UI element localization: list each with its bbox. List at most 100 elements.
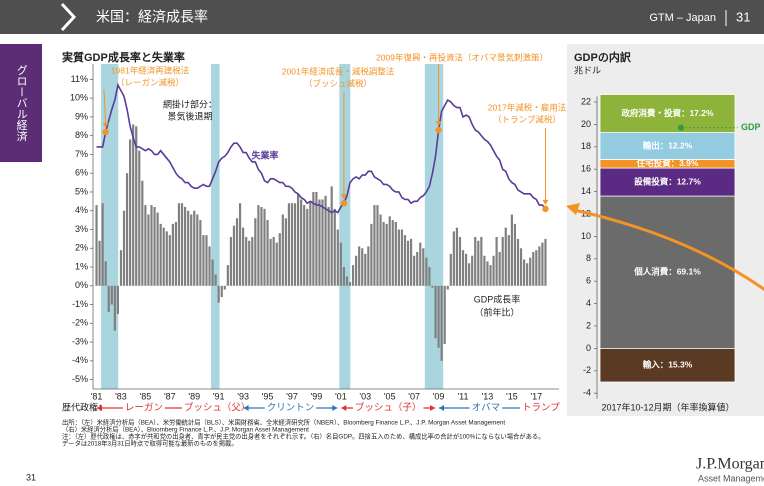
gdp-bar	[495, 237, 498, 286]
gdp-bar	[498, 252, 501, 286]
component-label: 輸入：15.3%	[643, 359, 693, 369]
x-tick-label: '13	[482, 391, 494, 401]
recession-note: 景気後退期	[167, 110, 212, 121]
component-label: 輸出：12.2%	[643, 140, 693, 150]
annotation-text: 1981年経済再建税法	[111, 65, 189, 75]
gdp-bar	[348, 282, 352, 286]
y-tick-label: 4	[586, 298, 591, 308]
gdp-bar	[526, 263, 529, 286]
header-brand: GTM – Japan	[649, 12, 716, 24]
annotation-text: 2017年減税・雇用法	[488, 102, 566, 112]
y-tick-label: 18	[581, 141, 591, 151]
gdp-bar	[382, 221, 385, 286]
gdp-bar	[257, 205, 260, 286]
x-tick-label: '93	[237, 391, 249, 401]
header-page: 31	[736, 9, 750, 24]
gdp-bar	[416, 252, 419, 286]
gdp-bar	[458, 237, 462, 286]
gdp-bar	[202, 235, 205, 286]
gdp-bar	[452, 231, 455, 286]
gdp-component	[599, 132, 736, 160]
x-tick-label: '17	[530, 391, 542, 401]
gdp-bar	[104, 261, 107, 286]
y-tick-label: -3%	[72, 336, 88, 346]
y-tick-label: -2	[583, 365, 591, 375]
gdp-bar	[376, 205, 379, 286]
y-tick-label: 14	[581, 186, 591, 196]
gdp-bar	[358, 246, 361, 286]
gdp-bar	[293, 203, 297, 286]
gdp-bar	[162, 227, 165, 286]
gdp-bar	[385, 223, 388, 286]
gdp-bar	[464, 253, 468, 286]
gdp-marker	[678, 124, 684, 131]
gdp-bar	[519, 248, 523, 286]
footnote: データは2018年3月31日時点で取得可能な最新のものを掲載。	[62, 439, 238, 448]
gdp-bar	[507, 235, 510, 286]
gdp-component	[599, 347, 736, 383]
header-bar	[0, 0, 764, 34]
administration-name: トランプ	[522, 403, 560, 414]
gdp-bar	[171, 223, 174, 286]
y-tick-label: 8	[586, 253, 591, 263]
x-tick-label: '87	[164, 391, 176, 401]
x-axis-label: 2017年10-12月期（年率換算値）	[601, 401, 734, 412]
footnote: （右）米経済分析局（BEA）、Bloomberg Finance L.P.、J.…	[62, 425, 309, 434]
gdp-bar	[275, 242, 278, 286]
x-tick-label: '99	[311, 391, 323, 401]
gdp-bar	[397, 229, 400, 286]
gdp-bar	[471, 255, 474, 286]
gdp-bar	[434, 285, 437, 339]
gdp-bar	[235, 218, 239, 286]
side-tab-label: グローバル経済	[15, 64, 28, 141]
administration-label-bg	[520, 402, 563, 414]
x-tick-label: '09	[433, 391, 445, 401]
unemployment-line	[96, 82, 547, 214]
y-tick-label: -1%	[72, 299, 88, 309]
y-tick-label: -5%	[72, 374, 88, 384]
gdp-bar	[150, 205, 153, 286]
y-tick-label: 7%	[75, 149, 88, 159]
gdp-bar	[529, 257, 532, 286]
y-tick-label: 4%	[75, 205, 88, 215]
gdp-bar	[165, 231, 168, 286]
gdp-component	[599, 94, 736, 133]
annotation-dot	[435, 126, 442, 134]
series-label: 失業率	[251, 149, 278, 160]
gdp-bar	[187, 210, 190, 286]
x-tick-label: '07	[408, 391, 420, 401]
gdp-bar	[403, 235, 407, 286]
annotation-arrowhead	[542, 199, 549, 205]
administrations-label: 歴代政権：	[62, 401, 107, 412]
gdp-bar	[367, 246, 370, 286]
y-tick-label: 10%	[70, 93, 88, 103]
gdp-bar	[513, 223, 517, 286]
administration-label-bg	[264, 402, 317, 414]
gdp-bar	[333, 208, 336, 286]
y-tick-label: 9%	[75, 111, 88, 121]
gdp-bar	[266, 220, 269, 286]
gdp-bar	[492, 255, 495, 286]
gdp-bar	[342, 267, 346, 286]
gdp-bar	[339, 242, 342, 286]
annotation-text: 2009年復興・再投資法（オバマ景気刺激策）	[376, 52, 548, 62]
gdp-bar	[532, 252, 535, 286]
x-tick-label: '85	[140, 391, 152, 401]
gdp-bar	[406, 240, 410, 286]
gdp-bar	[409, 238, 413, 286]
gdp-bar	[370, 223, 373, 286]
gdp-bar	[113, 285, 116, 331]
gdp-bar	[199, 220, 202, 286]
gdp-bar	[242, 227, 245, 286]
gdp-bar	[480, 237, 483, 286]
y-tick-label: -4%	[72, 355, 88, 365]
logo-sub: Asset Management	[698, 473, 764, 483]
gdp-bar	[135, 126, 138, 286]
y-tick-label: 0%	[75, 280, 88, 290]
gdp-bar	[238, 203, 242, 286]
gdp-bar	[223, 285, 226, 290]
administration-name: ブッシュ（父）	[184, 402, 251, 414]
y-tick-label: 16	[581, 164, 591, 174]
y-tick-label: 2%	[75, 243, 88, 253]
gdp-bar	[245, 237, 248, 286]
